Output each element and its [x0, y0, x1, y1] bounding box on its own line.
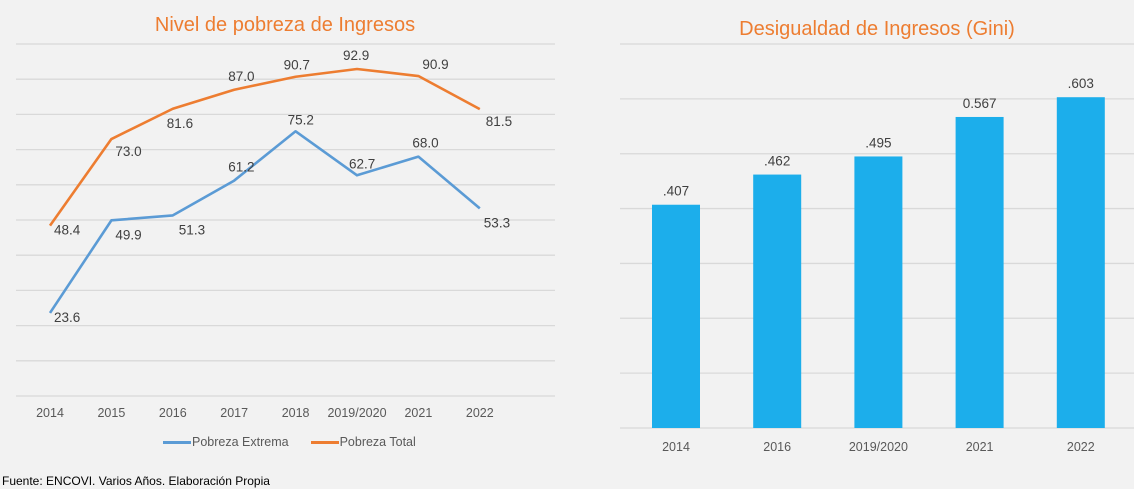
bar-2016 — [753, 174, 802, 428]
line-chart-legend: Pobreza Extrema Pobreza Total — [163, 435, 416, 449]
bar-chart-x-tick: 2021 — [966, 440, 994, 454]
legend-item-pobreza-extrema: Pobreza Extrema — [163, 435, 289, 449]
bar-2021 — [955, 116, 1004, 429]
source-note: Fuente: ENCOVI. Varios Años. Elaboración… — [2, 474, 270, 488]
bar-chart-title: Desigualdad de Ingresos (Gini) — [739, 18, 1015, 40]
line-data-label: 87.0 — [228, 69, 254, 84]
line-data-label: 49.9 — [115, 227, 141, 242]
line-data-label: 53.3 — [484, 215, 510, 230]
line-series-pobreza-extrema — [48, 129, 481, 314]
legend-label-pobreza-total: Pobreza Total — [339, 435, 416, 449]
line-chart-x-tick: 2016 — [159, 406, 187, 420]
line-data-label: 51.3 — [179, 222, 205, 237]
line-chart-title: Nivel de pobreza de Ingresos — [154, 14, 416, 36]
bar-2022 — [1056, 97, 1105, 428]
bar-2019/2020 — [854, 156, 903, 428]
line-data-label: 90.7 — [284, 58, 310, 73]
legend-item-pobreza-total: Pobreza Total — [310, 435, 416, 449]
bar-data-label: .495 — [865, 135, 891, 150]
legend-swatch-pobreza-extrema — [163, 440, 191, 444]
line-chart-x-tick: 2015 — [97, 406, 125, 420]
bar-chart-x-tick: 2014 — [662, 440, 690, 454]
bar-chart-x-tick: 2016 — [763, 440, 791, 454]
line-data-label: 61.2 — [228, 160, 254, 175]
line-chart-x-tick: 2014 — [36, 406, 64, 420]
line-data-label: 81.6 — [167, 116, 193, 131]
line-data-label: 81.5 — [486, 114, 512, 129]
bar-data-label: 0.567 — [963, 96, 997, 111]
line-data-label: 68.0 — [412, 136, 438, 151]
bar-chart-x-tick: 2019/2020 — [849, 440, 908, 454]
legend-swatch-pobreza-total — [310, 440, 339, 444]
legend-label-pobreza-extrema: Pobreza Extrema — [192, 435, 289, 449]
bar-data-label: .603 — [1068, 76, 1094, 91]
line-data-label: 48.4 — [54, 223, 81, 238]
line-chart-x-tick: 2018 — [282, 406, 310, 420]
bar-data-label: .462 — [764, 154, 790, 169]
bar-data-label: .407 — [663, 184, 689, 199]
line-chart-x-tick: 2022 — [466, 406, 494, 420]
line-chart-x-tick: 2021 — [404, 406, 432, 420]
line-data-label: 90.9 — [422, 57, 448, 72]
bar-2014 — [652, 204, 700, 428]
line-series-pobreza-total — [48, 67, 481, 227]
line-chart-x-tick: 2017 — [220, 406, 248, 420]
line-data-label: 23.6 — [54, 310, 80, 325]
line-data-label: 73.0 — [115, 144, 141, 159]
line-data-label: 75.2 — [288, 112, 314, 127]
line-data-label: 62.7 — [349, 156, 375, 171]
bar-chart-x-tick: 2022 — [1067, 440, 1095, 454]
line-data-label: 92.9 — [343, 48, 369, 63]
line-chart-x-tick: 2019/2020 — [327, 406, 386, 420]
